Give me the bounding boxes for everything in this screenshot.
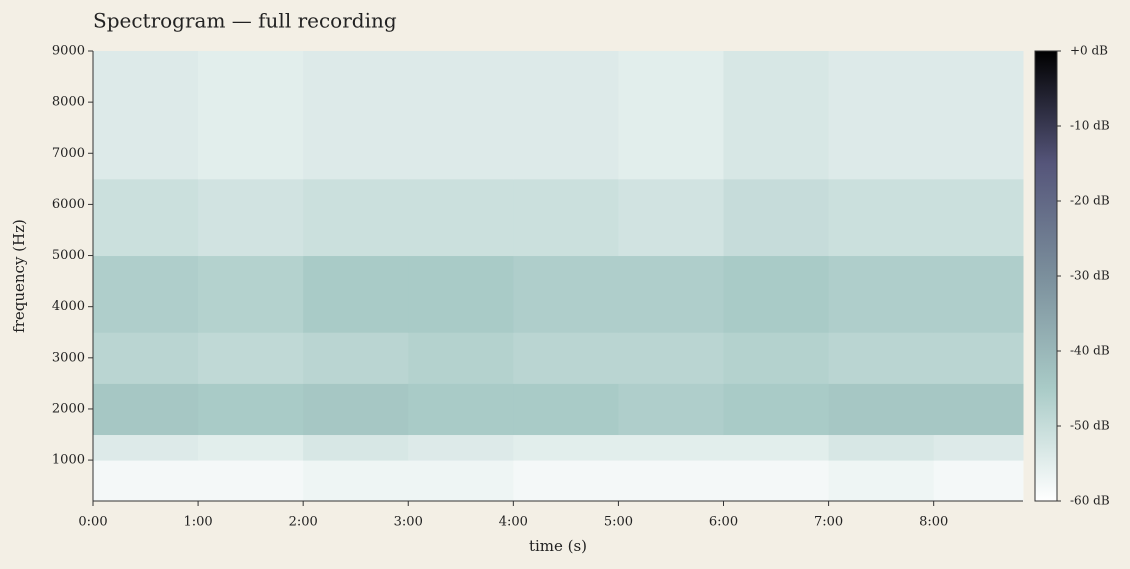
heatmap-cell bbox=[408, 255, 514, 333]
heatmap-cell bbox=[303, 51, 409, 180]
heatmap-cell bbox=[408, 332, 514, 384]
heatmap-cell bbox=[408, 51, 514, 180]
heatmap-cell bbox=[618, 460, 725, 502]
heatmap-cell bbox=[513, 178, 619, 257]
y-tick-label: 4000 bbox=[52, 299, 85, 314]
x-tick-label: 7:00 bbox=[814, 515, 843, 530]
heatmap-cell bbox=[828, 383, 935, 436]
x-tick-label: 6:00 bbox=[709, 515, 738, 530]
heatmap-cell bbox=[723, 178, 830, 257]
heatmap-cell bbox=[408, 383, 514, 436]
heatmap-cell bbox=[513, 332, 619, 384]
y-tick-label: 5000 bbox=[52, 248, 85, 263]
x-tick-label: 0:00 bbox=[78, 515, 107, 530]
heatmap-cell bbox=[513, 51, 619, 180]
heatmap-cell bbox=[198, 255, 304, 333]
heatmap-cell bbox=[513, 460, 619, 502]
heatmap-cell bbox=[828, 332, 935, 384]
heatmap-cell bbox=[618, 434, 725, 461]
heatmap-cell bbox=[723, 332, 830, 384]
heatmap-cell bbox=[303, 460, 409, 502]
heatmap-cell bbox=[618, 51, 725, 180]
heatmap-cell bbox=[513, 383, 619, 436]
heatmap-cell bbox=[93, 460, 199, 502]
x-tick-label: 5:00 bbox=[604, 515, 633, 530]
heatmap-cell bbox=[93, 332, 199, 384]
heatmap-cell bbox=[723, 460, 830, 502]
heatmap-cell bbox=[933, 460, 1024, 502]
colorbar bbox=[1034, 50, 1058, 502]
heatmap-cell bbox=[618, 383, 725, 436]
heatmap-cell bbox=[303, 332, 409, 384]
heatmap-cell bbox=[828, 51, 935, 180]
heatmap-cell bbox=[198, 51, 304, 180]
colorbar-tick-label: +0 dB bbox=[1070, 44, 1108, 58]
heatmap-cell bbox=[93, 255, 199, 333]
heatmap-cell bbox=[303, 178, 409, 257]
heatmap-cell bbox=[618, 255, 725, 333]
heatmap-cell bbox=[198, 460, 304, 502]
colorbar-tick-label: -50 dB bbox=[1070, 419, 1110, 433]
heatmap-cell bbox=[513, 434, 619, 461]
heatmap-cell bbox=[408, 434, 514, 461]
heatmap-cell bbox=[933, 255, 1024, 333]
heatmap-cell bbox=[618, 178, 725, 257]
heatmap-cell bbox=[618, 332, 725, 384]
x-axis-label: time (s) bbox=[529, 537, 587, 555]
heatmap-cell bbox=[933, 332, 1024, 384]
heatmap-cell bbox=[408, 178, 514, 257]
colorbar-tick-label: -10 dB bbox=[1070, 119, 1110, 133]
heatmap-cell bbox=[93, 51, 199, 180]
heatmap-cell bbox=[723, 383, 830, 436]
heatmap-cell bbox=[198, 332, 304, 384]
heatmap-cell bbox=[723, 434, 830, 461]
colorbar-tick-label: -20 dB bbox=[1070, 194, 1110, 208]
x-tick-label: 1:00 bbox=[183, 515, 212, 530]
y-tick-label: 6000 bbox=[52, 197, 85, 212]
y-tick-label: 7000 bbox=[52, 146, 85, 161]
y-tick-label: 2000 bbox=[52, 401, 85, 416]
colorbar-tick-label: -60 dB bbox=[1070, 494, 1110, 508]
heatmap-cell bbox=[513, 255, 619, 333]
colorbar-tick-label: -30 dB bbox=[1070, 269, 1110, 283]
heatmap-cell bbox=[93, 434, 199, 461]
colorbar-tick-label: -40 dB bbox=[1070, 344, 1110, 358]
heatmap-cell bbox=[933, 434, 1024, 461]
heatmap-cell bbox=[828, 178, 935, 257]
y-axis-label: frequency (Hz) bbox=[10, 219, 28, 333]
x-tick-label: 3:00 bbox=[394, 515, 423, 530]
y-tick-label: 9000 bbox=[52, 44, 85, 59]
heatmap-cell bbox=[408, 460, 514, 502]
heatmap-cell bbox=[198, 383, 304, 436]
y-tick-label: 8000 bbox=[52, 95, 85, 110]
y-tick-label: 1000 bbox=[52, 453, 85, 468]
x-tick-label: 2:00 bbox=[289, 515, 318, 530]
heatmap-cell bbox=[828, 434, 935, 461]
y-tick-label: 3000 bbox=[52, 350, 85, 365]
chart-title: Spectrogram — full recording bbox=[93, 9, 397, 33]
heatmap-cell bbox=[933, 178, 1024, 257]
heatmap-cell bbox=[828, 255, 935, 333]
heatmap-cell bbox=[933, 51, 1024, 180]
heatmap-cell bbox=[93, 178, 199, 257]
heatmap-cell bbox=[723, 51, 830, 180]
heatmap-cell bbox=[303, 383, 409, 436]
heatmap-cell bbox=[198, 178, 304, 257]
x-tick-label: 8:00 bbox=[919, 515, 948, 530]
heatmap-cell bbox=[303, 434, 409, 461]
heatmap-cell bbox=[828, 460, 935, 502]
heatmap-cell bbox=[198, 434, 304, 461]
heatmap-cell bbox=[303, 255, 409, 333]
heatmap-cell bbox=[933, 383, 1024, 436]
x-tick-label: 4:00 bbox=[499, 515, 528, 530]
heatmap-cell bbox=[723, 255, 830, 333]
heatmap-cell bbox=[93, 383, 199, 436]
